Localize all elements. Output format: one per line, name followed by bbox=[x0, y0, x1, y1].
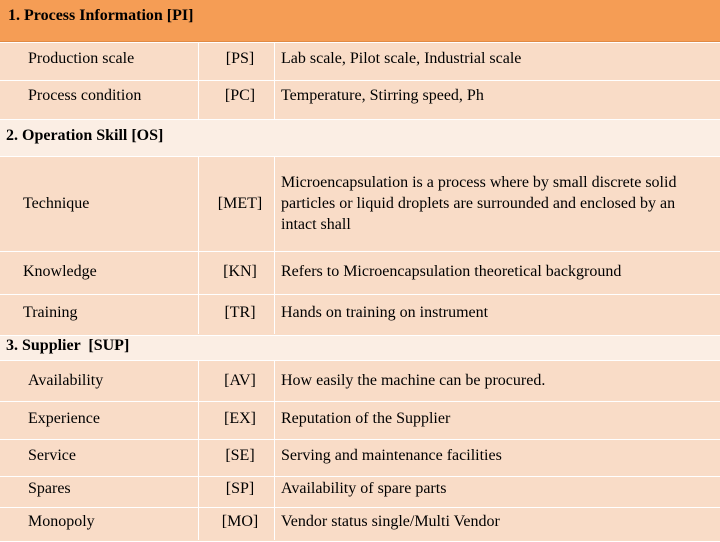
criterion-code: [KN] bbox=[223, 263, 257, 280]
criterion-description: Lab scale, Pilot scale, Industrial scale bbox=[281, 50, 522, 67]
criterion-code: [SP] bbox=[225, 480, 255, 497]
column-divider bbox=[198, 156, 199, 334]
criterion-description: Reputation of the Supplier bbox=[281, 410, 451, 427]
criterion-description: Serving and maintenance facilities bbox=[281, 447, 502, 464]
criterion-description: Microencapsulation is a process where by… bbox=[281, 174, 677, 233]
table-row bbox=[0, 156, 720, 252]
section-title: 3. Supplier [SUP] bbox=[6, 337, 130, 354]
section-header-process-information: 1. Process Information [PI] bbox=[0, 0, 720, 42]
section-title: 1. Process Information [PI] bbox=[8, 7, 194, 24]
criterion-code: [SE] bbox=[225, 447, 255, 464]
criterion-code: [PS] bbox=[225, 50, 255, 67]
column-divider bbox=[274, 42, 275, 119]
criterion-name: Technique bbox=[23, 195, 90, 212]
criterion-name: Availability bbox=[28, 372, 104, 389]
criterion-name: Service bbox=[28, 447, 76, 464]
criterion-description: Availability of spare parts bbox=[281, 480, 447, 497]
criterion-name: Training bbox=[23, 304, 78, 321]
criterion-code: [AV] bbox=[224, 372, 256, 389]
table-row bbox=[0, 42, 720, 81]
criterion-code: [TR] bbox=[224, 304, 256, 321]
criterion-name: Process condition bbox=[28, 87, 142, 104]
section-header-operation-skill bbox=[0, 119, 720, 157]
criterion-description: Refers to Microencapsulation theoretical… bbox=[281, 263, 622, 280]
table-row bbox=[0, 476, 720, 508]
criterion-description: Temperature, Stirring speed, Ph bbox=[281, 87, 484, 104]
criterion-code: [EX] bbox=[224, 410, 256, 427]
criterion-description: How easily the machine can be procured. bbox=[281, 372, 546, 389]
table-row bbox=[0, 401, 720, 440]
criterion-name: Monopoly bbox=[28, 513, 95, 530]
criterion-name: Knowledge bbox=[23, 263, 97, 280]
column-divider bbox=[198, 360, 199, 540]
criterion-code: [MET] bbox=[217, 195, 263, 212]
criterion-name: Production scale bbox=[28, 50, 135, 67]
table-row bbox=[0, 80, 720, 120]
criterion-code: [MO] bbox=[221, 513, 259, 530]
criterion-code: [PC] bbox=[224, 87, 256, 104]
column-divider bbox=[198, 42, 199, 119]
criterion-name: Experience bbox=[28, 410, 100, 427]
column-divider bbox=[274, 156, 275, 334]
table-row bbox=[0, 360, 720, 402]
section-title: 2. Operation Skill [OS] bbox=[6, 127, 164, 144]
criterion-name: Spares bbox=[28, 480, 71, 497]
column-divider bbox=[274, 360, 275, 540]
criterion-description: Hands on training on instrument bbox=[281, 304, 489, 321]
criterion-description: Vendor status single/Multi Vendor bbox=[281, 513, 500, 530]
